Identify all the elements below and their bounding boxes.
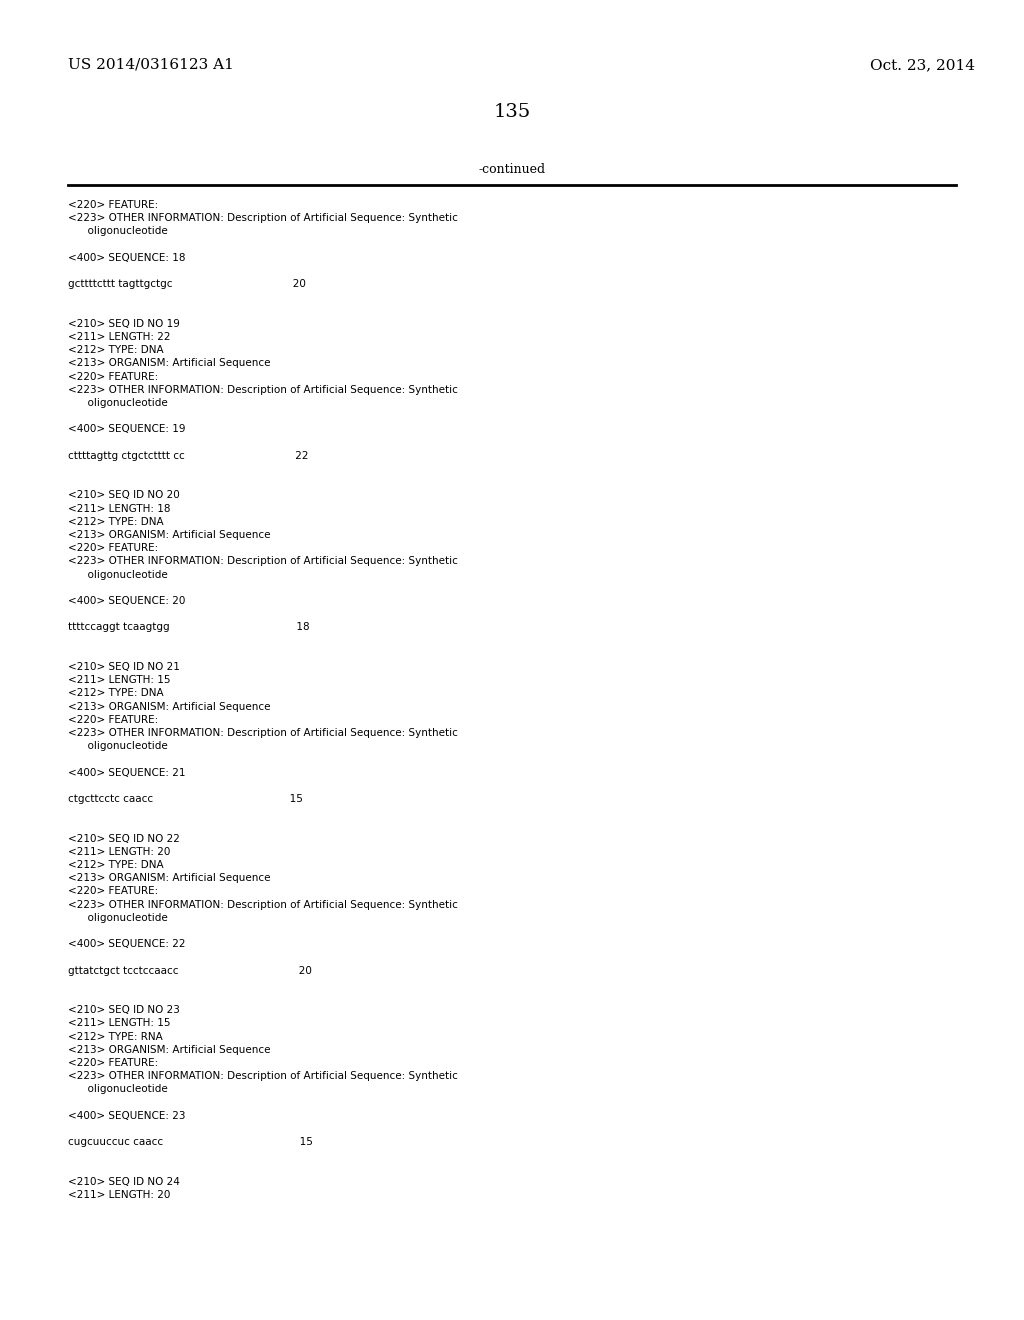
Text: oligonucleotide: oligonucleotide [68,1085,168,1094]
Text: <220> FEATURE:: <220> FEATURE: [68,1059,159,1068]
Text: <212> TYPE: DNA: <212> TYPE: DNA [68,517,164,527]
Text: <400> SEQUENCE: 23: <400> SEQUENCE: 23 [68,1111,185,1121]
Text: <400> SEQUENCE: 18: <400> SEQUENCE: 18 [68,253,185,263]
Text: <400> SEQUENCE: 20: <400> SEQUENCE: 20 [68,597,185,606]
Text: cugcuuccuc caacc                                          15: cugcuuccuc caacc 15 [68,1138,313,1147]
Text: <223> OTHER INFORMATION: Description of Artificial Sequence: Synthetic: <223> OTHER INFORMATION: Description of … [68,900,458,909]
Text: <223> OTHER INFORMATION: Description of Artificial Sequence: Synthetic: <223> OTHER INFORMATION: Description of … [68,729,458,738]
Text: <400> SEQUENCE: 19: <400> SEQUENCE: 19 [68,425,185,434]
Text: <220> FEATURE:: <220> FEATURE: [68,887,159,896]
Text: oligonucleotide: oligonucleotide [68,742,168,751]
Text: <211> LENGTH: 15: <211> LENGTH: 15 [68,1019,171,1028]
Text: US 2014/0316123 A1: US 2014/0316123 A1 [68,58,233,73]
Text: <212> TYPE: DNA: <212> TYPE: DNA [68,346,164,355]
Text: gttatctgct tcctccaacc                                     20: gttatctgct tcctccaacc 20 [68,966,312,975]
Text: <213> ORGANISM: Artificial Sequence: <213> ORGANISM: Artificial Sequence [68,531,270,540]
Text: <210> SEQ ID NO 24: <210> SEQ ID NO 24 [68,1177,180,1187]
Text: <223> OTHER INFORMATION: Description of Artificial Sequence: Synthetic: <223> OTHER INFORMATION: Description of … [68,557,458,566]
Text: <211> LENGTH: 20: <211> LENGTH: 20 [68,847,170,857]
Text: <220> FEATURE:: <220> FEATURE: [68,372,159,381]
Text: <212> TYPE: DNA: <212> TYPE: DNA [68,689,164,698]
Text: <210> SEQ ID NO 22: <210> SEQ ID NO 22 [68,834,180,843]
Text: -continued: -continued [478,162,546,176]
Text: <223> OTHER INFORMATION: Description of Artificial Sequence: Synthetic: <223> OTHER INFORMATION: Description of … [68,1072,458,1081]
Text: <212> TYPE: RNA: <212> TYPE: RNA [68,1032,163,1041]
Text: oligonucleotide: oligonucleotide [68,227,168,236]
Text: <400> SEQUENCE: 22: <400> SEQUENCE: 22 [68,940,185,949]
Text: <220> FEATURE:: <220> FEATURE: [68,544,159,553]
Text: <400> SEQUENCE: 21: <400> SEQUENCE: 21 [68,768,185,777]
Text: <211> LENGTH: 20: <211> LENGTH: 20 [68,1191,170,1200]
Text: <213> ORGANISM: Artificial Sequence: <213> ORGANISM: Artificial Sequence [68,702,270,711]
Text: <213> ORGANISM: Artificial Sequence: <213> ORGANISM: Artificial Sequence [68,874,270,883]
Text: <210> SEQ ID NO 20: <210> SEQ ID NO 20 [68,491,180,500]
Text: <223> OTHER INFORMATION: Description of Artificial Sequence: Synthetic: <223> OTHER INFORMATION: Description of … [68,385,458,395]
Text: 135: 135 [494,103,530,121]
Text: <223> OTHER INFORMATION: Description of Artificial Sequence: Synthetic: <223> OTHER INFORMATION: Description of … [68,214,458,223]
Text: <210> SEQ ID NO 19: <210> SEQ ID NO 19 [68,319,180,329]
Text: <211> LENGTH: 22: <211> LENGTH: 22 [68,333,171,342]
Text: <211> LENGTH: 18: <211> LENGTH: 18 [68,504,171,513]
Text: <220> FEATURE:: <220> FEATURE: [68,715,159,725]
Text: gcttttcttt tagttgctgc                                     20: gcttttcttt tagttgctgc 20 [68,280,306,289]
Text: <211> LENGTH: 15: <211> LENGTH: 15 [68,676,171,685]
Text: <210> SEQ ID NO 21: <210> SEQ ID NO 21 [68,663,180,672]
Text: <213> ORGANISM: Artificial Sequence: <213> ORGANISM: Artificial Sequence [68,359,270,368]
Text: cttttagttg ctgctctttt cc                                  22: cttttagttg ctgctctttt cc 22 [68,451,308,461]
Text: oligonucleotide: oligonucleotide [68,399,168,408]
Text: ttttccaggt tcaagtgg                                       18: ttttccaggt tcaagtgg 18 [68,623,309,632]
Text: <213> ORGANISM: Artificial Sequence: <213> ORGANISM: Artificial Sequence [68,1045,270,1055]
Text: <220> FEATURE:: <220> FEATURE: [68,201,159,210]
Text: oligonucleotide: oligonucleotide [68,913,168,923]
Text: Oct. 23, 2014: Oct. 23, 2014 [870,58,975,73]
Text: ctgcttcctc caacc                                          15: ctgcttcctc caacc 15 [68,795,303,804]
Text: <210> SEQ ID NO 23: <210> SEQ ID NO 23 [68,1006,180,1015]
Text: oligonucleotide: oligonucleotide [68,570,168,579]
Text: <212> TYPE: DNA: <212> TYPE: DNA [68,861,164,870]
